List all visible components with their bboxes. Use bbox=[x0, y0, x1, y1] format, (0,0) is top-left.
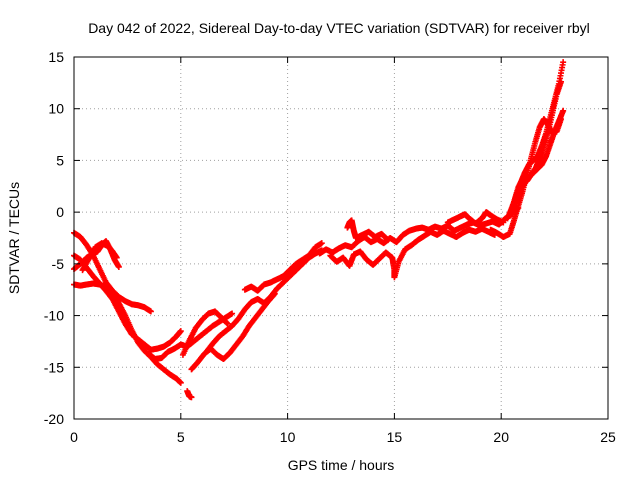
x-tick-label: 5 bbox=[177, 429, 185, 445]
x-axis-title: GPS time / hours bbox=[288, 457, 395, 473]
sdtvar-track-3 bbox=[71, 280, 184, 386]
sdtvar-track-10 bbox=[241, 240, 325, 294]
data-point bbox=[113, 254, 120, 261]
sdtvar-track-14 bbox=[344, 217, 391, 244]
data-point bbox=[558, 78, 565, 85]
y-tick-label: 5 bbox=[56, 152, 64, 168]
x-tick-label: 10 bbox=[280, 429, 296, 445]
y-tick-label: 15 bbox=[48, 49, 64, 65]
data-point bbox=[115, 263, 122, 270]
axes: 0 5 10 15 20 25 -20 -15 -10 -5 0 5 10 15 bbox=[44, 49, 616, 445]
sdtvar-track-7 bbox=[179, 308, 231, 358]
sdtvar-track-13 bbox=[327, 225, 498, 281]
data-point bbox=[188, 394, 195, 401]
data-point bbox=[177, 328, 184, 335]
sdtvar-track-1 bbox=[71, 229, 154, 315]
y-tick-label: 10 bbox=[48, 101, 64, 117]
y-tick-label: 0 bbox=[56, 204, 64, 220]
data-point bbox=[560, 107, 567, 114]
data-point bbox=[384, 237, 391, 244]
y-tick-label: -20 bbox=[44, 411, 64, 427]
x-tick-label: 15 bbox=[387, 429, 403, 445]
data-point bbox=[560, 59, 567, 66]
y-tick-label: -10 bbox=[44, 308, 64, 324]
y-tick-label: -15 bbox=[44, 359, 64, 375]
y-axis-title: SDTVAR / TECUs bbox=[6, 182, 22, 294]
data-point bbox=[147, 308, 154, 315]
y-tick-label: -5 bbox=[52, 256, 65, 272]
data-point bbox=[229, 310, 236, 317]
x-tick-label: 20 bbox=[493, 429, 509, 445]
x-tick-label: 25 bbox=[600, 429, 616, 445]
sdtvar-track-19 bbox=[508, 107, 567, 214]
chart-title: Day 042 of 2022, Sidereal Day-to-day VTE… bbox=[88, 20, 590, 36]
grid-lines bbox=[74, 57, 608, 419]
sdtvar-track-5 bbox=[79, 240, 120, 274]
x-tick-label: 0 bbox=[70, 429, 78, 445]
data-points bbox=[71, 59, 567, 401]
sdtvar-track-15 bbox=[444, 209, 507, 227]
data-point bbox=[177, 379, 184, 386]
plot-frame bbox=[73, 56, 609, 420]
data-point bbox=[318, 240, 325, 247]
data-point bbox=[224, 320, 231, 327]
data-point bbox=[500, 219, 507, 226]
sdtvar-track-11 bbox=[184, 388, 195, 401]
